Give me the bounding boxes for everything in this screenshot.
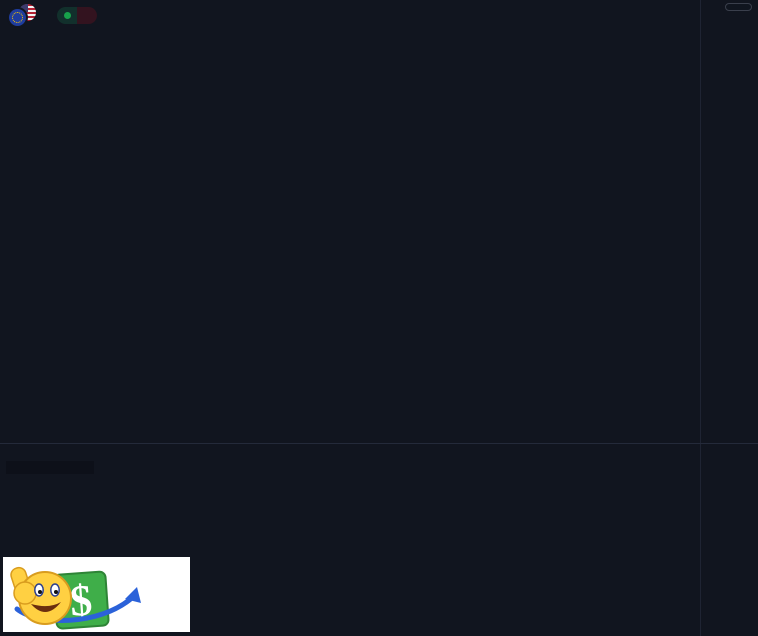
rsi-value-box bbox=[6, 461, 94, 474]
market-open-indicator[interactable] bbox=[57, 6, 77, 24]
pane-separator[interactable] bbox=[0, 443, 758, 444]
delayed-data-indicator[interactable] bbox=[77, 6, 97, 24]
price-chart-pane[interactable] bbox=[0, 0, 700, 444]
chart-legend bbox=[7, 3, 97, 27]
logo-smile bbox=[31, 602, 61, 613]
market-open-dot-icon bbox=[63, 11, 71, 19]
price-axis-separator bbox=[700, 0, 701, 636]
logo-swoosh-arrowhead bbox=[125, 587, 141, 603]
rebateforex-watermark: $ bbox=[3, 557, 190, 632]
symbol-flags-icon bbox=[7, 3, 39, 27]
logo-fist bbox=[13, 581, 37, 605]
currency-selector[interactable] bbox=[725, 3, 752, 11]
eu-flag-icon bbox=[9, 9, 26, 26]
market-status-pill[interactable] bbox=[57, 6, 97, 24]
logo-graphic: $ bbox=[10, 566, 141, 630]
